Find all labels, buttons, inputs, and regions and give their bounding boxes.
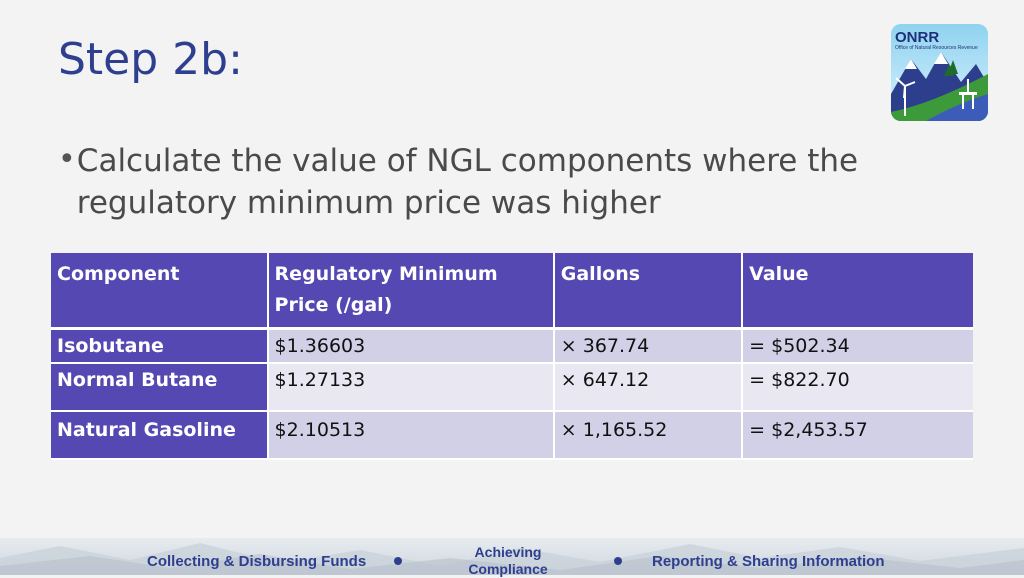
table-row: Normal Butane $1.27133 × 647.12 = $822.7…: [51, 363, 973, 412]
table-header-row: Component Regulatory Minimum Price (/gal…: [51, 253, 973, 330]
component-cell: Normal Butane: [51, 363, 269, 412]
gallons-cell: × 367.74: [553, 328, 744, 364]
value-cell: = $2,453.57: [742, 411, 973, 460]
onrr-logo: ONRR Office of Natural Resources Revenue: [891, 24, 988, 121]
price-cell: $2.10513: [267, 411, 555, 460]
col-header-price: Regulatory Minimum Price (/gal): [267, 253, 555, 330]
table-row: Isobutane $1.36603 × 367.74 = $502.34: [51, 328, 973, 364]
value-cell: = $502.34: [742, 328, 973, 364]
footer-dot-icon: [394, 557, 402, 565]
footer-dot-icon: [614, 557, 622, 565]
price-cell: $1.27133: [267, 363, 555, 412]
bullet-point: • Calculate the value of NGL components …: [58, 140, 938, 224]
footer-bar: Collecting & Disbursing Funds Achieving …: [0, 538, 1024, 577]
gallons-cell: × 1,165.52: [553, 411, 744, 460]
footer-mountains-image: [0, 543, 1024, 575]
logo-subtitle: Office of Natural Resources Revenue: [895, 45, 978, 51]
value-cell: = $822.70: [742, 363, 973, 412]
component-cell: Natural Gasoline: [51, 411, 269, 460]
gallons-cell: × 647.12: [553, 363, 744, 412]
bullet-text: Calculate the value of NGL components wh…: [76, 143, 859, 221]
bullet-dot-icon: •: [58, 142, 76, 177]
price-cell: $1.36603: [267, 328, 555, 364]
footer-achieving-compliance: Achieving Compliance: [468, 544, 548, 577]
col-header-component: Component: [51, 253, 269, 330]
footer-reporting-sharing: Reporting & Sharing Information: [652, 553, 885, 570]
col-header-value: Value: [742, 253, 973, 330]
logo-acronym: ONRR: [895, 29, 939, 46]
slide-title: Step 2b:: [58, 34, 243, 85]
component-cell: Isobutane: [51, 328, 269, 364]
col-header-gallons: Gallons: [553, 253, 744, 330]
footer-collecting-disbursing: Collecting & Disbursing Funds: [147, 553, 367, 570]
table-row: Natural Gasoline $2.10513 × 1,165.52 = $…: [51, 411, 973, 460]
ngl-value-table: Component Regulatory Minimum Price (/gal…: [51, 253, 973, 460]
